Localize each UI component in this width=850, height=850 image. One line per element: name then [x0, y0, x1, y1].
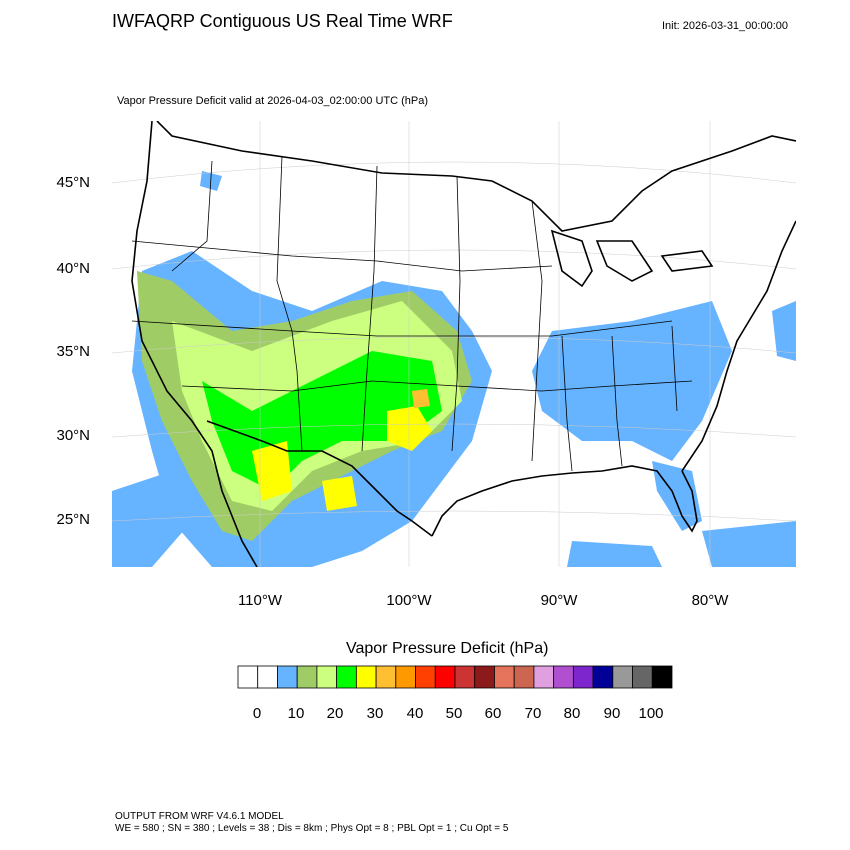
- init-time: Init: 2026-03-31_00:00:00: [662, 20, 788, 32]
- colorbar-swatch: [632, 665, 653, 689]
- colorbar-label: 20: [326, 705, 344, 722]
- colorbar-swatch: [592, 665, 614, 689]
- colorbar-swatch: [395, 665, 416, 689]
- colorbar-swatch: [237, 665, 259, 689]
- great-lakes: [550, 229, 714, 288]
- lon-label-80w: 80°W: [691, 592, 729, 609]
- us-mexico-border: [206, 420, 433, 537]
- lon-label-100w: 100°W: [386, 592, 432, 609]
- vpd-10-ocean-se: [702, 521, 796, 567]
- colorbar-label: 100: [638, 705, 664, 722]
- colorbar-label: 30: [366, 705, 384, 722]
- colorbar-swatch: [355, 665, 377, 689]
- colorbar-swatch: [494, 665, 515, 689]
- colorbar-label: 90: [603, 705, 621, 722]
- lat-label-45: 45°N: [56, 174, 90, 191]
- colorbar-title: Vapor Pressure Deficit (hPa): [346, 640, 549, 657]
- plot-subtitle: Vapor Pressure Deficit valid at 2026-04-…: [117, 95, 429, 107]
- state-borders: [131, 155, 693, 472]
- colorbar-swatch: [296, 665, 318, 689]
- vpd-30-mex: [322, 476, 357, 511]
- colorbar-swatch: [434, 665, 456, 689]
- graticule: [111, 121, 797, 567]
- vpd-10-florida: [652, 461, 702, 531]
- colorbar: [237, 665, 673, 689]
- colorbar-label: 0: [252, 705, 262, 722]
- colorbar-label: 60: [484, 705, 502, 722]
- vpd-30-az: [252, 441, 292, 501]
- colorbar-swatch: [415, 665, 436, 689]
- colorbar-label: 10: [287, 705, 305, 722]
- vpd-10-ocean-s: [567, 541, 662, 567]
- borders: [131, 120, 797, 568]
- colorbar-swatch: [336, 665, 357, 689]
- east-coast: [681, 220, 797, 472]
- colorbar-swatch: [651, 665, 673, 689]
- colorbar-swatch: [257, 665, 278, 689]
- plot-title: IWFAQRP Contiguous US Real Time WRF: [112, 11, 453, 31]
- lat-label-40: 40°N: [56, 260, 90, 277]
- colorbar-swatch: [612, 665, 633, 689]
- lon-label-90w: 90°W: [540, 592, 578, 609]
- colorbar-label: 70: [524, 705, 542, 722]
- colorbar-label: 50: [445, 705, 463, 722]
- colorbar-swatch: [375, 665, 397, 689]
- colorbar-swatch: [277, 665, 298, 689]
- map-panel: [111, 120, 797, 568]
- vpd-10-southeast: [532, 301, 732, 461]
- colorbar-swatch: [533, 665, 555, 689]
- vpd-10-ocean-e: [772, 301, 796, 361]
- colorbar-label: 80: [563, 705, 581, 722]
- lat-label-30: 30°N: [56, 427, 90, 444]
- colorbar-swatch: [474, 665, 495, 689]
- footer-model: OUTPUT FROM WRF V4.6.1 MODEL: [115, 811, 284, 822]
- vpd-30-texas: [387, 406, 432, 451]
- colorbar-swatch: [454, 665, 476, 689]
- footer-config: WE = 580 ; SN = 380 ; Levels = 38 ; Dis …: [115, 823, 509, 834]
- map-svg: [111, 120, 797, 568]
- colorbar-swatch: [572, 665, 594, 689]
- colorbar-swatch: [513, 665, 535, 689]
- colorbar-swatch: [316, 665, 338, 689]
- colorbar-swatch: [553, 665, 574, 689]
- vpd-35-tx: [412, 389, 430, 408]
- lon-label-110w: 110°W: [237, 592, 283, 609]
- vpd-shading: [112, 171, 796, 567]
- lat-label-35: 35°N: [56, 343, 90, 360]
- gulf-coast: [431, 465, 698, 537]
- colorbar-label: 40: [406, 705, 424, 722]
- lat-label-25: 25°N: [56, 511, 90, 528]
- west-coast: [131, 120, 258, 568]
